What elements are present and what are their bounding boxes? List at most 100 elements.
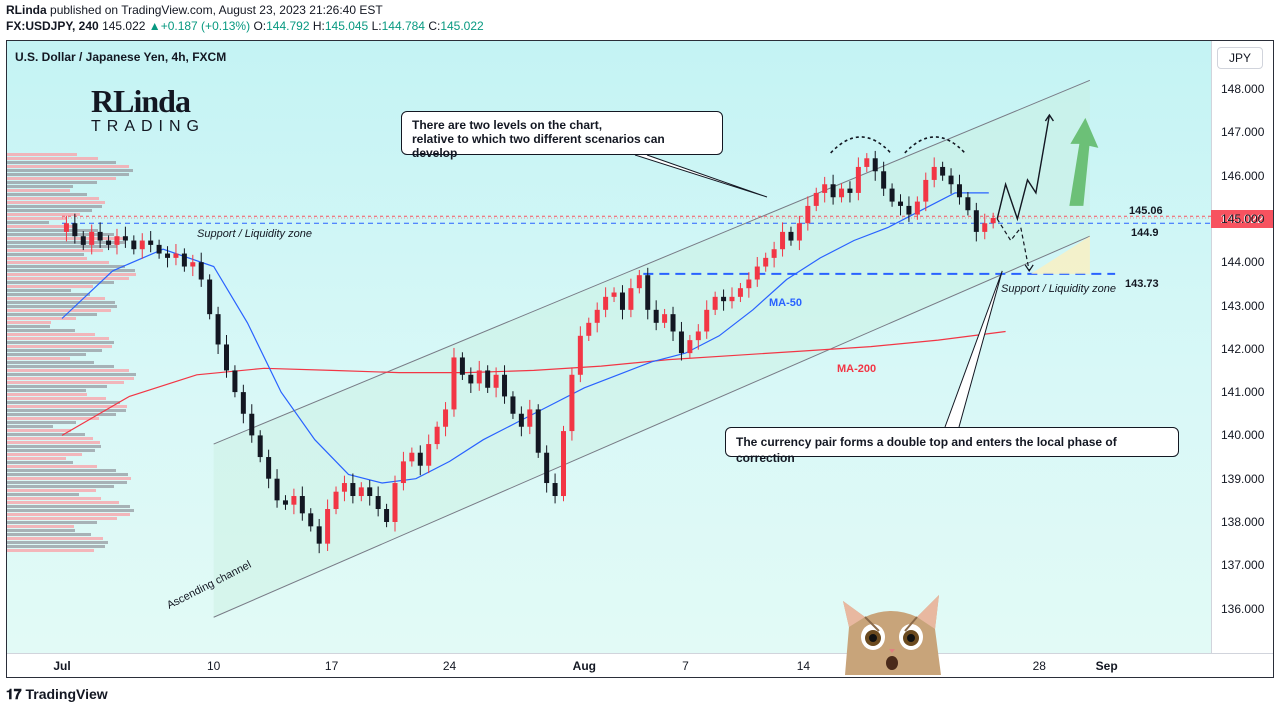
level-14373-label: 143.73	[1125, 278, 1159, 290]
candle-body	[224, 344, 229, 371]
rlinda-logo: RLinda TRADING	[91, 83, 221, 143]
volume-profile-bar	[7, 241, 125, 244]
tradingview-footer[interactable]: 𝟏𝟕 TradingView	[6, 686, 108, 703]
candle-body	[611, 292, 617, 297]
volume-profile-bar	[7, 485, 114, 488]
volume-profile-bar	[7, 313, 97, 316]
logo-top-text: RLinda	[91, 83, 191, 119]
candle-body	[535, 409, 541, 453]
volume-profile-bar	[7, 549, 94, 552]
y-tick-label: 137.000	[1221, 558, 1265, 573]
candle-body	[729, 296, 735, 302]
currency-button[interactable]: JPY	[1217, 47, 1263, 69]
candle-body	[190, 262, 196, 267]
volume-profile-bar	[7, 217, 66, 220]
volume-profile-bar	[7, 377, 134, 380]
volume-profile-bar	[7, 437, 93, 440]
volume-profile-bar	[7, 369, 129, 372]
volume-profile-bar	[7, 277, 129, 280]
levels-note: There are two levels on the chart, relat…	[401, 111, 723, 160]
volume-profile-bar	[7, 301, 115, 304]
volume-profile-bar	[7, 493, 79, 496]
surprised-cat-image	[843, 595, 941, 675]
open-label: O:	[253, 19, 267, 33]
volume-profile-bar	[7, 393, 87, 396]
candle-body	[493, 374, 499, 388]
candle-body	[80, 236, 86, 245]
candle-body	[712, 296, 718, 310]
scenario-up-path	[996, 114, 1051, 222]
y-tick-label: 148.000	[1221, 82, 1265, 96]
candle-body	[619, 292, 625, 310]
price-axis[interactable]	[1211, 41, 1273, 653]
support-label-right: Support / Liquidity zone	[1001, 283, 1116, 295]
candle-body	[316, 526, 322, 544]
candle-body	[173, 253, 179, 258]
candle-body	[670, 314, 676, 332]
candle-body	[434, 426, 440, 445]
candle-body	[443, 409, 449, 427]
chart-title: U.S. Dollar / Japanese Yen, 4h, FXCM	[15, 50, 227, 64]
volume-profile-bar	[7, 321, 51, 324]
candle-body	[308, 513, 314, 527]
volume-profile-bar	[7, 541, 108, 544]
x-tick-label: Sep	[1095, 659, 1118, 673]
candle-body	[603, 296, 609, 310]
candle-body	[257, 435, 263, 458]
volume-profile-bar	[7, 289, 71, 292]
volume-profile-bar	[7, 225, 75, 228]
scenario-up-arrowhead	[1044, 113, 1054, 122]
volume-profile-bar	[7, 473, 128, 476]
footer-text: TradingView	[25, 686, 108, 702]
candle-body	[63, 223, 69, 232]
author-name[interactable]: RLinda	[6, 3, 47, 17]
scenario-down-arrowhead	[1024, 264, 1034, 272]
candle-body	[409, 452, 415, 462]
volume-profile-bar	[7, 153, 77, 156]
volume-profile-bar	[7, 245, 117, 248]
chart-svg	[7, 79, 1211, 618]
candle-body	[97, 231, 103, 241]
candle-body	[948, 175, 954, 185]
candle-body	[181, 253, 187, 267]
volume-profile-bar	[7, 161, 116, 164]
candle-body	[990, 217, 996, 224]
scenario-down-path	[996, 218, 1030, 272]
volume-profile-bar	[7, 381, 124, 384]
candle-body	[746, 279, 752, 289]
low-label: L:	[371, 19, 382, 33]
candle-body	[847, 188, 853, 193]
volume-profile-bar	[7, 409, 126, 412]
candle-body	[139, 240, 145, 250]
moving-averages	[61, 192, 1006, 484]
volume-profile-bar	[7, 477, 131, 480]
candle-body	[653, 309, 659, 323]
y-tick-label: 146.000	[1221, 168, 1265, 183]
volume-profile-bar	[7, 525, 74, 528]
double-top-arc	[904, 136, 966, 154]
candle-body	[350, 483, 356, 497]
publish-line: RLinda published on TradingView.com, Aug…	[6, 3, 383, 17]
publish-text: published on TradingView.com, August 23,…	[50, 3, 383, 17]
candle-body	[518, 413, 524, 427]
time-axis[interactable]	[7, 653, 1273, 677]
volume-profile-bar	[7, 205, 102, 208]
candle-body	[754, 266, 760, 280]
candle-body	[940, 166, 946, 176]
volume-profile-bar	[7, 453, 82, 456]
volume-profile-bar	[7, 405, 127, 408]
volume-profile-bar	[7, 365, 114, 368]
volume-profile-bar	[7, 461, 73, 464]
volume-profile-bar	[7, 397, 106, 400]
candle-body	[232, 370, 238, 393]
volume-profile-bar	[7, 545, 105, 548]
volume-profile-bar	[7, 165, 129, 168]
volume-profile-bar	[7, 345, 112, 348]
candle-body	[367, 487, 373, 497]
volume-profile-bar	[7, 421, 76, 424]
symbol[interactable]: FX:USDJPY, 240	[6, 19, 99, 33]
chart-frame[interactable]: U.S. Dollar / Japanese Yen, 4h, FXCM JPY…	[6, 40, 1274, 678]
volume-profile-bar	[7, 505, 130, 508]
candle-body	[813, 192, 819, 206]
y-tick-label: 143.000	[1221, 298, 1265, 313]
